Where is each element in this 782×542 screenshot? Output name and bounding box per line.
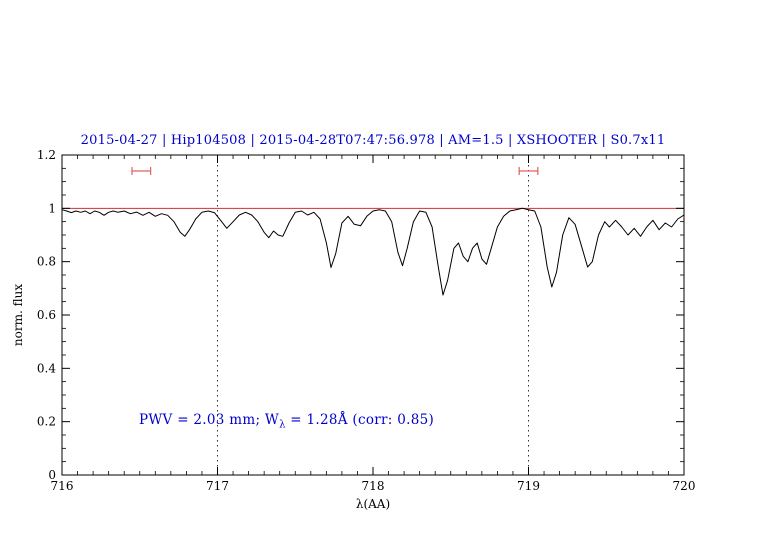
y-tick-label: 0.4 <box>37 361 56 375</box>
interval-marker <box>518 167 539 175</box>
y-tick-label: 0.2 <box>37 415 56 429</box>
interval-marker <box>131 167 152 175</box>
x-tick-label: 717 <box>206 479 229 493</box>
x-tick-label: 720 <box>673 479 696 493</box>
x-tick-label: 718 <box>362 479 385 493</box>
y-tick-label: 1.2 <box>37 148 56 162</box>
y-axis-label: norm. flux <box>11 284 25 346</box>
plot-frame <box>61 154 685 476</box>
plot-title: 2015-04-27 | Hip104508 | 2015-04-28T07:4… <box>80 133 666 148</box>
pwv-annotation: PWV = 2.03 mm; Wλ = 1.28Å (corr: 0.85) <box>139 412 434 431</box>
y-tick-label: 0.8 <box>37 255 56 269</box>
x-tick-label: 716 <box>51 479 74 493</box>
x-axis-label: λ(AA) <box>356 497 390 511</box>
y-tick-label: 0 <box>48 468 56 482</box>
pwv-annotation-subscript: λ <box>279 419 286 431</box>
pwv-annotation-prefix: PWV = 2.03 mm; W <box>139 412 280 428</box>
spectrum-line <box>61 207 685 296</box>
pwv-annotation-suffix: = 1.28Å (corr: 0.85) <box>285 412 435 428</box>
x-tick-label: 719 <box>517 479 540 493</box>
y-tick-label: 1 <box>48 201 56 215</box>
y-tick-label: 0.6 <box>37 308 56 322</box>
